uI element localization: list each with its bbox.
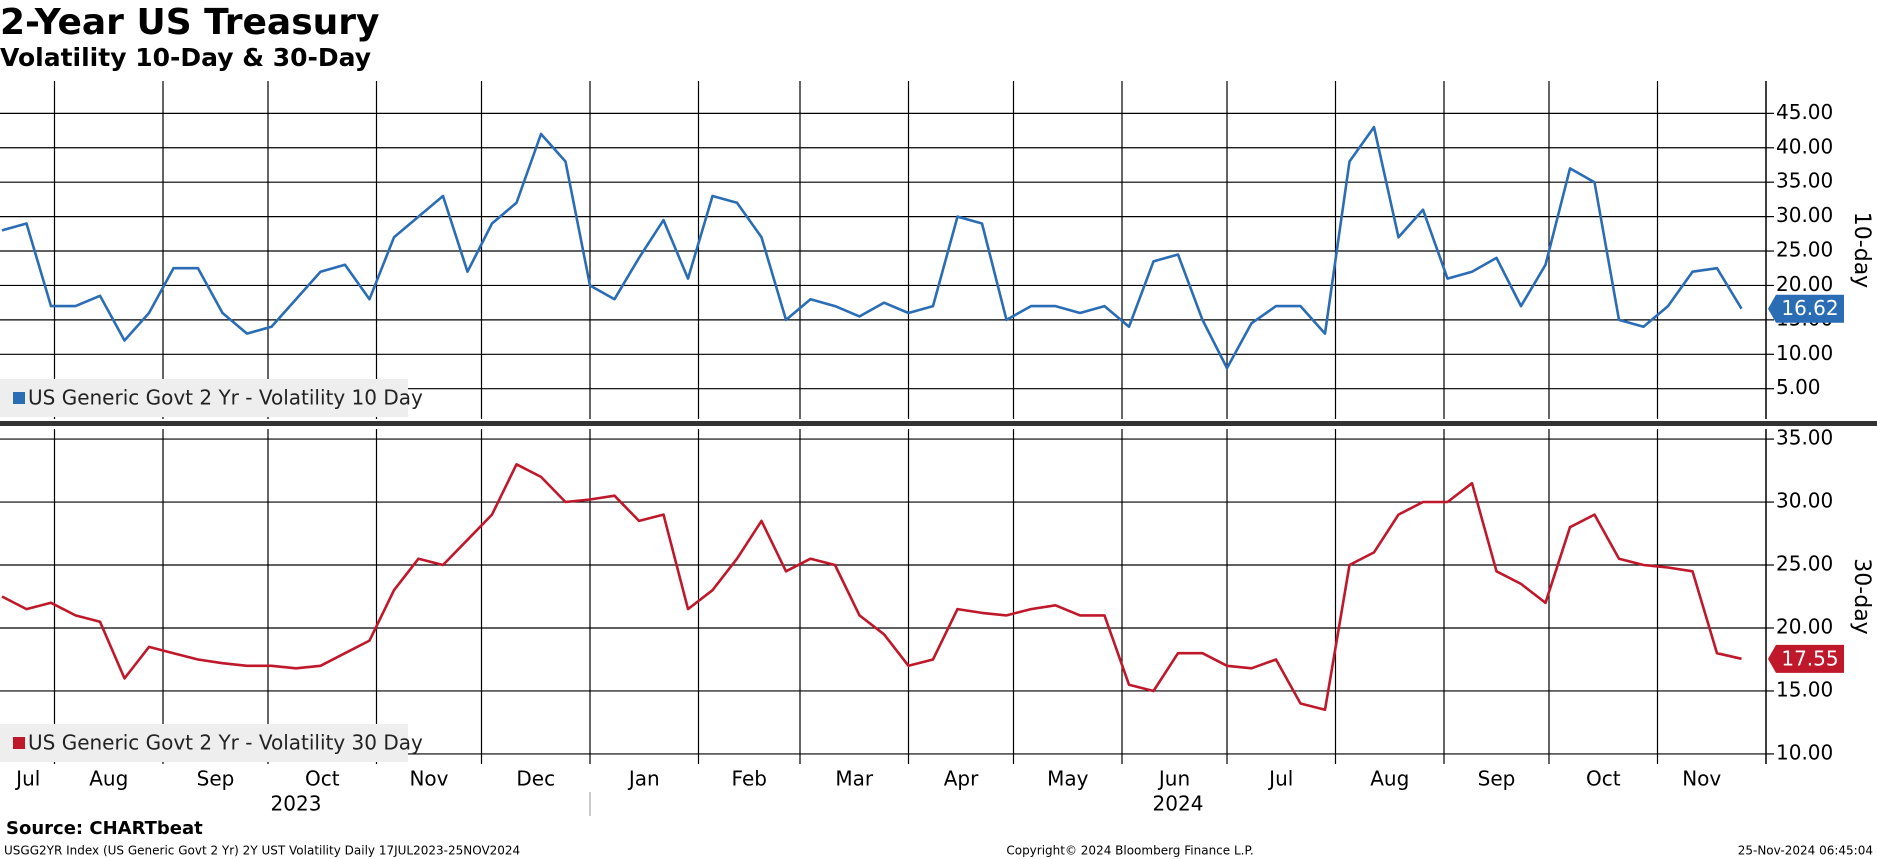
y-tick-label: 25.00: [1776, 238, 1833, 262]
x-tick-label: Oct: [1586, 767, 1621, 791]
y-tick-label: 25.00: [1776, 552, 1833, 576]
x-tick-label: Sep: [1478, 767, 1516, 791]
series-line: [1, 462, 1742, 712]
y-tick-label: 10.00: [1776, 341, 1833, 365]
y-axis-title: 10-day: [1849, 212, 1874, 288]
source: Source: CHARTbeat: [6, 818, 203, 839]
x-tick-label: May: [1047, 767, 1089, 791]
y-tick-label: 5.00: [1776, 375, 1821, 399]
y-tick-label: 30.00: [1776, 203, 1833, 227]
x-tick-label: Sep: [197, 767, 235, 791]
x-tick-label: Nov: [409, 767, 448, 791]
x-tick-label: Jul: [14, 767, 40, 791]
y-axis-title: 30-day: [1849, 558, 1874, 634]
footer-center: Copyright© 2024 Bloomberg Finance L.P.: [1006, 844, 1253, 858]
x-tick-label: Jan: [627, 767, 660, 791]
legend-swatch: [13, 392, 25, 404]
legend-swatch: [13, 737, 25, 749]
x-tick-label: Apr: [944, 767, 979, 791]
legend-label: US Generic Govt 2 Yr - Volatility 30 Day: [28, 731, 423, 755]
x-tick-label: Jul: [1267, 767, 1293, 791]
footer-right: 25-Nov-2024 06:45:04: [1738, 844, 1873, 858]
panel-divider: [0, 421, 1877, 426]
y-tick-label: 45.00: [1776, 100, 1833, 124]
last-value-tag: [1768, 644, 1844, 673]
y-tick-label: 20.00: [1776, 272, 1833, 296]
chart-subtitle: Volatility 10-Day & 30-Day: [0, 43, 371, 72]
legend-box: [0, 724, 408, 762]
last-value-label: 16.62: [1781, 296, 1838, 320]
y-tick-label: 30.00: [1776, 489, 1833, 513]
series-line: [1, 125, 1743, 370]
y-tick-label: 35.00: [1776, 426, 1833, 450]
x-tick-label: Oct: [305, 767, 340, 791]
x-tick-label: Jun: [1157, 767, 1190, 791]
legend-label: US Generic Govt 2 Yr - Volatility 10 Day: [28, 386, 423, 410]
footer-left: USGG2YR Index (US Generic Govt 2 Yr) 2Y …: [4, 844, 520, 858]
x-tick-label: Aug: [1370, 767, 1409, 791]
chart-title: 2-Year US Treasury: [0, 2, 380, 43]
x-tick-label: Mar: [835, 767, 874, 791]
legend-box: [0, 379, 408, 417]
x-tick-label: Nov: [1682, 767, 1721, 791]
x-tick-label: Feb: [732, 767, 767, 791]
y-tick-label: 20.00: [1776, 614, 1833, 638]
last-value-tag: [1768, 294, 1844, 323]
year-label: 2024: [1153, 792, 1204, 816]
y-tick-label: 35.00: [1776, 169, 1833, 193]
x-tick-label: Dec: [516, 767, 555, 791]
last-value-label: 17.55: [1781, 646, 1838, 670]
y-tick-label: 10.00: [1776, 740, 1833, 764]
year-label: 2023: [271, 792, 322, 816]
y-tick-label: 15.00: [1776, 677, 1833, 701]
y-tick-label: 40.00: [1776, 134, 1833, 158]
x-tick-label: Aug: [89, 767, 128, 791]
